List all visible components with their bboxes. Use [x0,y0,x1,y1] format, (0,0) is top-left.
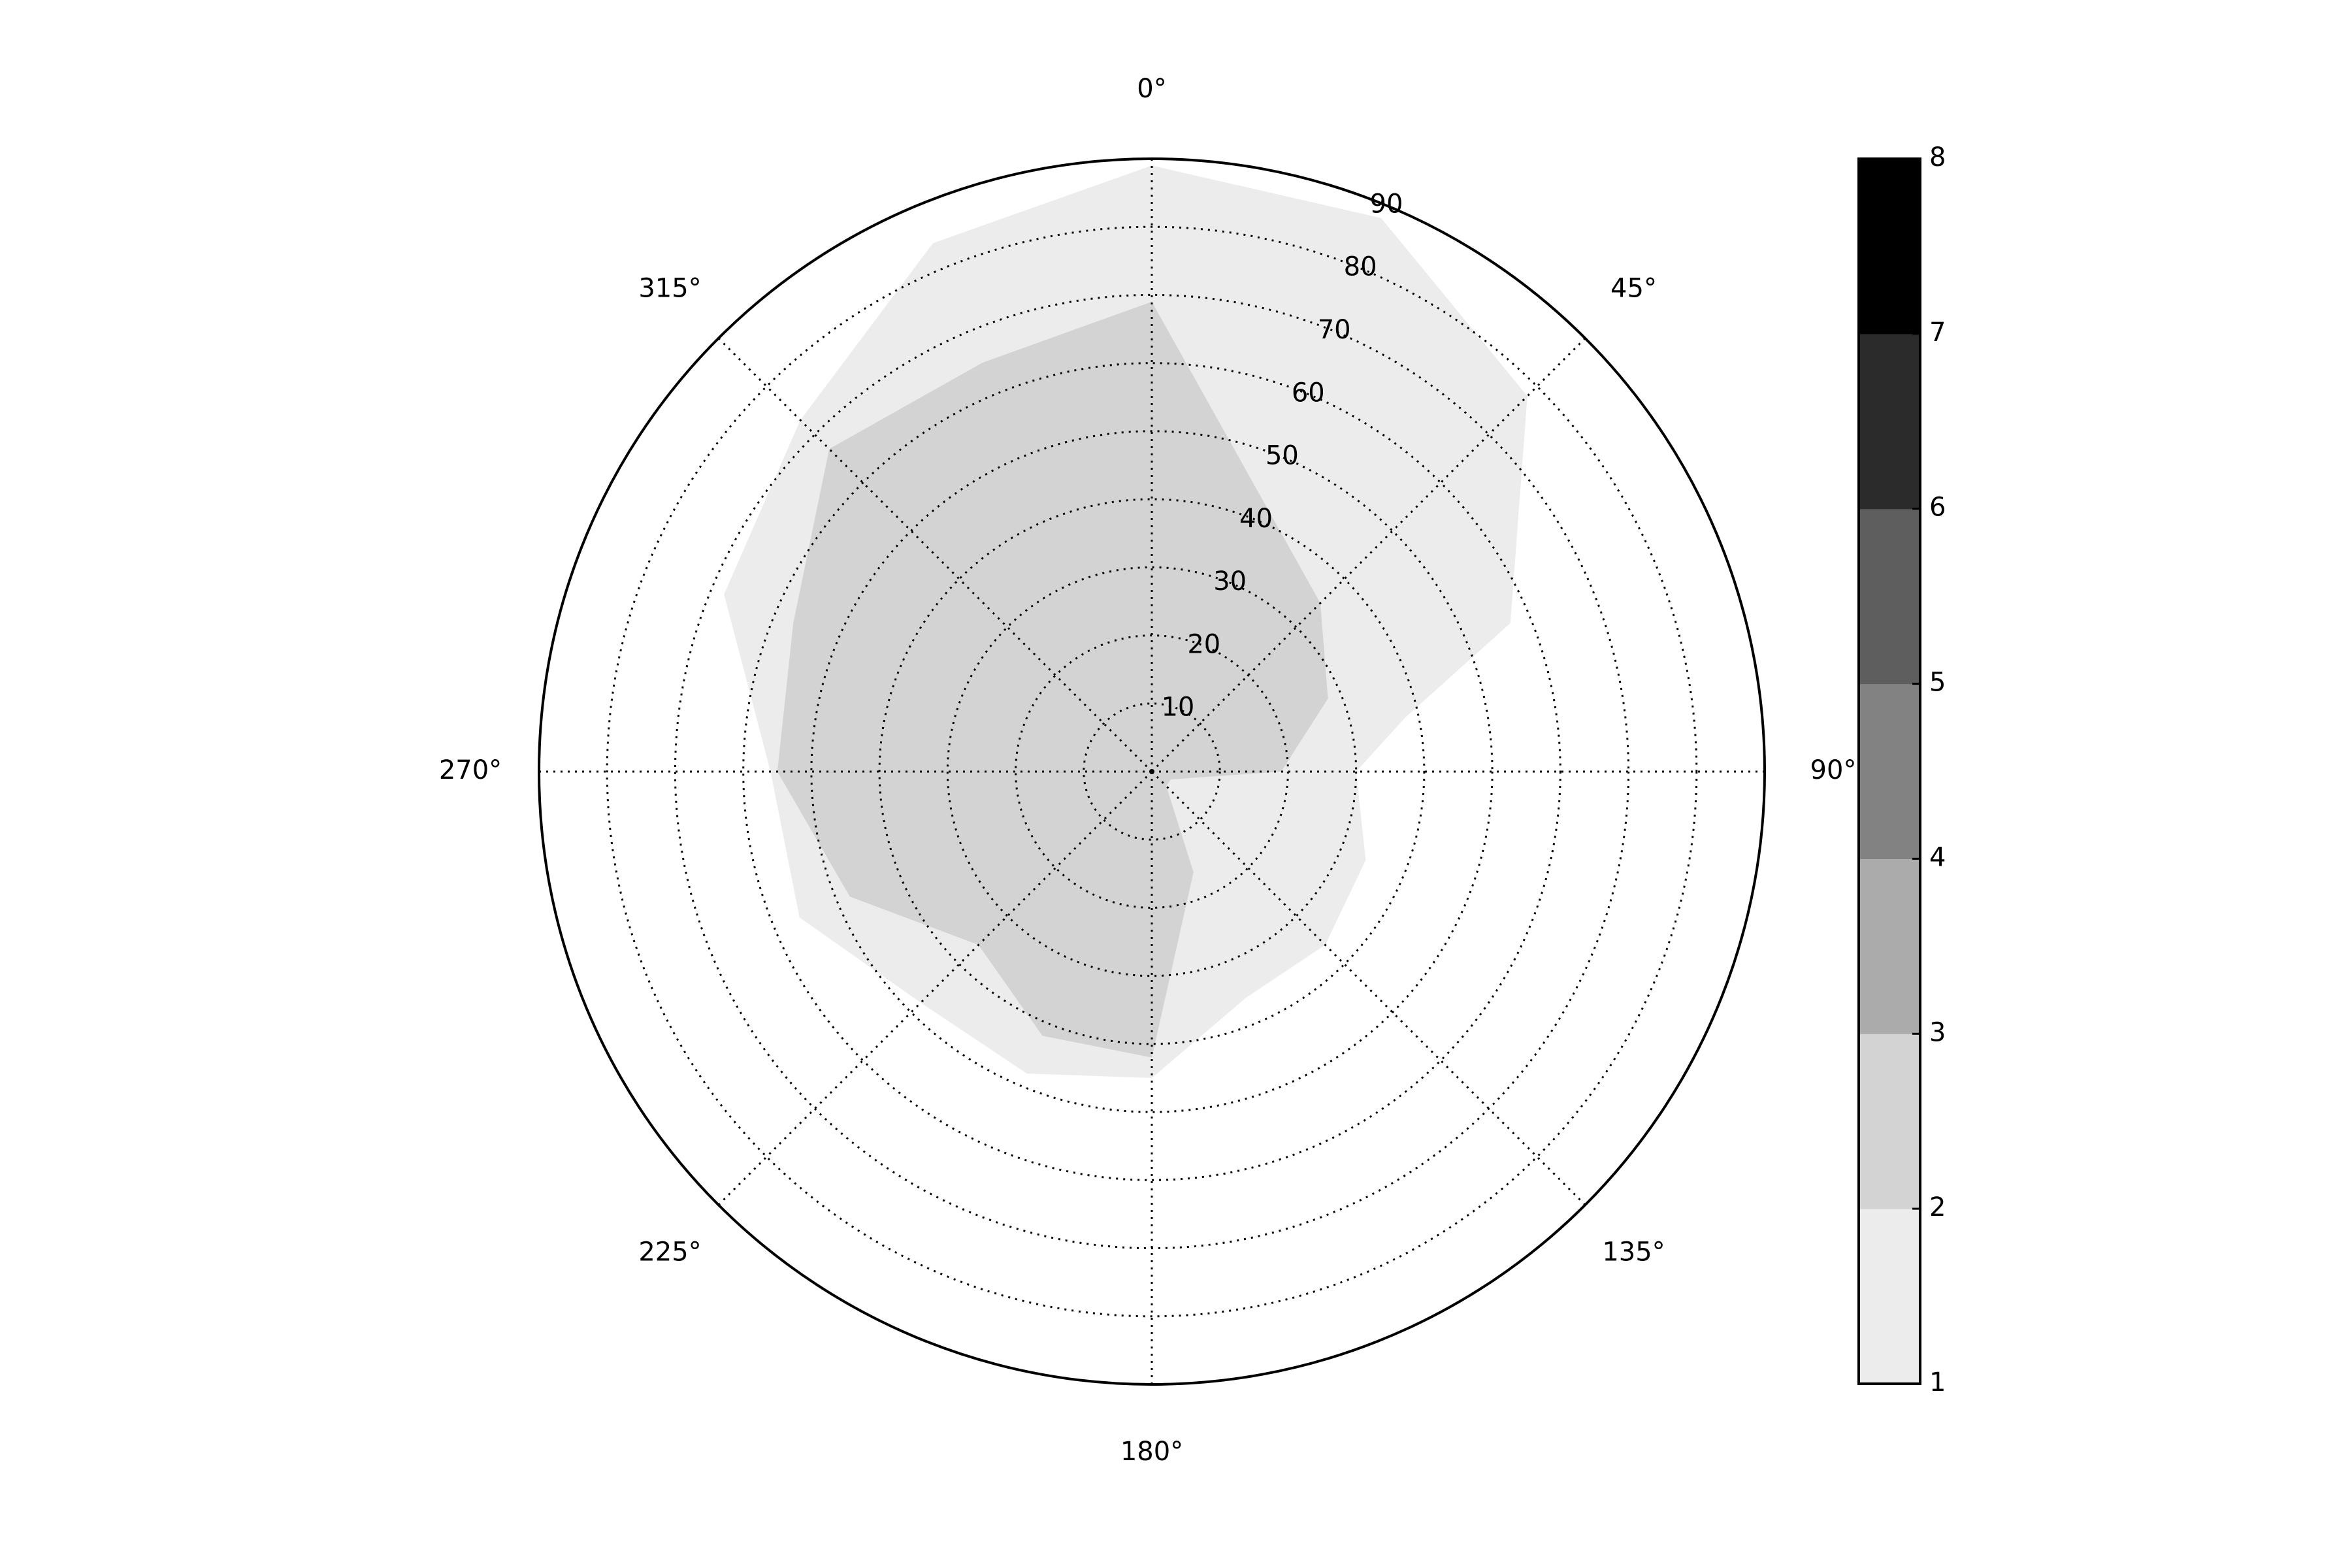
radial-gridline-10 [1083,702,1221,841]
theta-tick-label: 270° [439,755,502,785]
colorbar-segment-4 [1859,683,1920,859]
contour-fills [724,165,1527,1078]
radial-tick-label: 70 [1318,315,1351,345]
polar-origin-dot [1149,769,1154,774]
radial-tick-label: 10 [1161,693,1194,723]
colorbar-segment-1 [1859,1209,1920,1384]
colorbar-segment-5 [1859,508,1920,685]
theta-tick-label: 135° [1602,1237,1665,1267]
radial-gridline-80 [606,225,1698,1318]
theta-tick-label: 45° [1610,274,1657,304]
colorbar-tick-label: 1 [1929,1367,1946,1397]
colorbar: 1 2 3 4 5 6 7 8 [1857,142,1946,1397]
theta-tick-label: 180° [1120,1437,1183,1467]
colorbar-segment-6 [1859,333,1920,510]
angular-gridline-135 [1151,770,1586,1206]
radial-gridline-50 [810,430,1494,1113]
contour-level-2 [777,301,1328,1058]
radial-gridline-40 [878,498,1426,1045]
radial-tick-label: 60 [1292,378,1325,408]
colorbar-tick-label: 7 [1929,318,1946,348]
radial-tick-label: 40 [1239,504,1273,534]
colorbar-segment-3 [1859,858,1920,1034]
angular-gridline-225 [717,770,1153,1206]
colorbar-tick-label: 2 [1929,1192,1946,1222]
colorbar-tick-label: 3 [1929,1017,1946,1047]
colorbar-tick-label: 4 [1929,842,1946,872]
angular-gridline-315 [717,337,1153,773]
radial-gridline-30 [946,566,1358,977]
colorbar-frame [1857,157,1921,1385]
radial-tick-label: 30 [1213,566,1247,596]
polar-frame [538,157,1766,1386]
theta-tick-labels: 0° 45° 90° 135° 180° 225° 270° 315° [439,74,1857,1467]
radial-gridline-60 [742,362,1561,1181]
colorbar-segment-2 [1859,1034,1920,1209]
colorbar-tick-label: 5 [1929,668,1946,698]
colorbar-segment-7 [1859,159,1920,335]
radial-tick-labels: 10 20 30 40 50 60 70 80 90 [1161,189,1403,722]
radial-gridline-70 [674,293,1630,1250]
theta-tick-label: 315° [638,274,701,304]
radial-gridline-20 [1015,634,1289,909]
theta-tick-label: 225° [638,1237,701,1267]
angular-gridline-45 [1151,337,1586,773]
theta-tick-label: 0° [1137,74,1166,104]
colorbar-tick-label: 6 [1929,493,1946,523]
colorbar-tick-label: 8 [1929,142,1946,172]
radial-tick-label: 80 [1344,252,1377,282]
radial-tick-label: 90 [1370,189,1403,219]
theta-tick-label: 90° [1810,755,1857,785]
radial-tick-label: 50 [1266,441,1299,471]
radial-tick-label: 20 [1187,629,1220,659]
